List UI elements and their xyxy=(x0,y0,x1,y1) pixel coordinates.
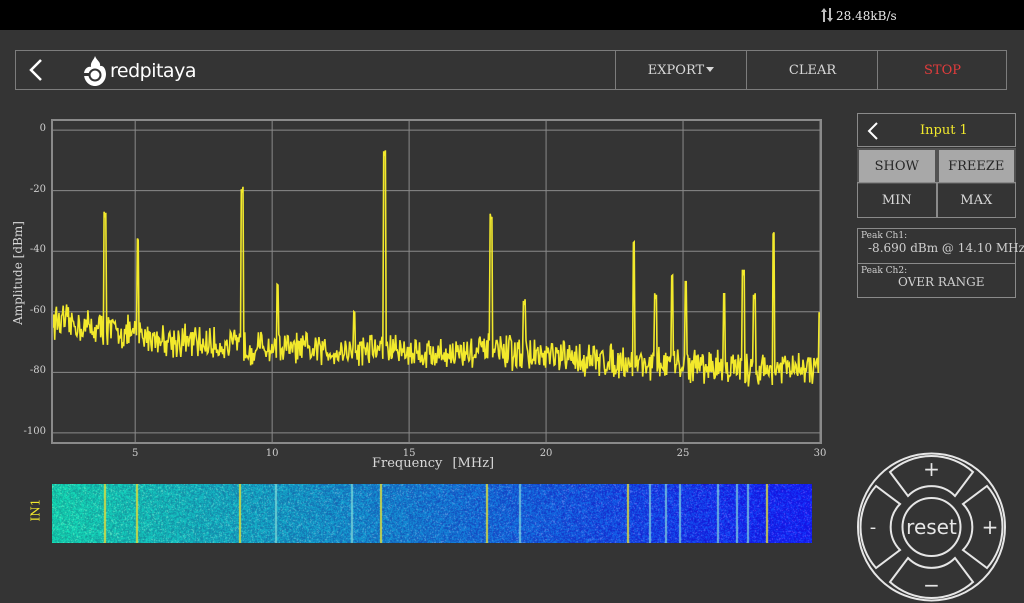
min-max-row: MIN MAX xyxy=(857,182,1016,218)
peak-ch2-label: Peak Ch2: xyxy=(861,266,908,276)
min-button[interactable]: MIN xyxy=(857,182,937,218)
waterfall-channel-label: IN1 xyxy=(28,498,43,522)
y-tick-label: -60 xyxy=(29,304,46,316)
input-title: Input 1 xyxy=(920,123,968,138)
x-tick-label: 5 xyxy=(131,448,139,459)
dpad-left-button[interactable]: - xyxy=(859,484,902,570)
export-label: EXPORT xyxy=(647,62,705,78)
dpad-down-label: − xyxy=(923,573,940,597)
network-speed: 28.48kB/s xyxy=(836,9,897,23)
chevron-left-icon[interactable] xyxy=(866,121,880,141)
x-axis-label: Frequency xyxy=(372,456,443,471)
flame-logo-icon xyxy=(84,56,106,86)
y-tick-label: -80 xyxy=(29,365,46,377)
zoom-dpad: + − - + reset xyxy=(857,452,1006,602)
clear-label: CLEAR xyxy=(788,62,837,78)
dpad-up-button[interactable]: + xyxy=(888,455,975,498)
logo-text: redpitaya xyxy=(110,60,196,82)
input-selector: Input 1 xyxy=(857,113,1016,147)
dpad-left-label: - xyxy=(870,517,877,538)
status-bar: 28.48kB/s xyxy=(0,0,1024,30)
x-axis-unit: [MHz] xyxy=(452,456,495,471)
dpad-right-button[interactable]: + xyxy=(961,484,1004,570)
dpad-right-label: + xyxy=(982,515,999,539)
peak-info: Peak Ch1: -8.690 dBm @ 14.10 MHz Peak Ch… xyxy=(857,228,1024,298)
freeze-button[interactable]: FREEZE xyxy=(936,148,1016,184)
max-button[interactable]: MAX xyxy=(936,182,1016,218)
caret-down-icon xyxy=(706,67,715,72)
waterfall-spectrogram xyxy=(52,484,812,543)
network-indicator: 28.48kB/s xyxy=(820,7,897,23)
clear-button[interactable]: CLEAR xyxy=(746,51,878,89)
dpad-down-button[interactable]: − xyxy=(888,556,975,599)
x-tick-label: 15 xyxy=(402,448,416,459)
spectrum-chart xyxy=(52,121,821,442)
peak-ch1-label: Peak Ch1: xyxy=(861,231,908,241)
reset-label: reset xyxy=(906,515,957,539)
top-toolbar: redpitaya EXPORT CLEAR STOP xyxy=(15,50,1007,90)
stop-label: STOP xyxy=(924,62,961,78)
show-freeze-row: SHOW FREEZE xyxy=(857,148,1016,184)
dpad-outer-ring xyxy=(857,452,1006,602)
peak-ch1-value: -8.690 dBm @ 14.10 MHz xyxy=(868,241,1024,255)
y-tick-label: 0 xyxy=(39,123,46,135)
x-axis-title: Frequency [MHz] xyxy=(372,456,494,471)
stop-button[interactable]: STOP xyxy=(877,51,1007,89)
x-tick-label: 20 xyxy=(539,448,553,459)
y-tick-label: -20 xyxy=(29,183,46,195)
redpitaya-logo: redpitaya xyxy=(82,55,196,87)
back-chevron-icon[interactable] xyxy=(24,57,50,83)
spectrum-plot[interactable] xyxy=(51,119,822,444)
show-button[interactable]: SHOW xyxy=(857,148,937,184)
x-tick-label: 10 xyxy=(265,448,279,459)
up-down-arrows-icon xyxy=(821,8,833,22)
y-tick-label: -40 xyxy=(29,244,46,256)
y-tick-label: -100 xyxy=(23,425,46,437)
grid-lines xyxy=(53,121,821,442)
x-tick-label: 25 xyxy=(676,448,690,459)
ch1-trace xyxy=(52,150,821,387)
reset-button[interactable]: reset xyxy=(901,497,962,557)
peak-divider xyxy=(858,263,1015,264)
peak-ch2-value: OVER RANGE xyxy=(898,275,985,289)
dpad-up-label: + xyxy=(923,457,940,481)
export-button[interactable]: EXPORT xyxy=(615,51,747,89)
x-tick-label: 30 xyxy=(813,448,827,459)
